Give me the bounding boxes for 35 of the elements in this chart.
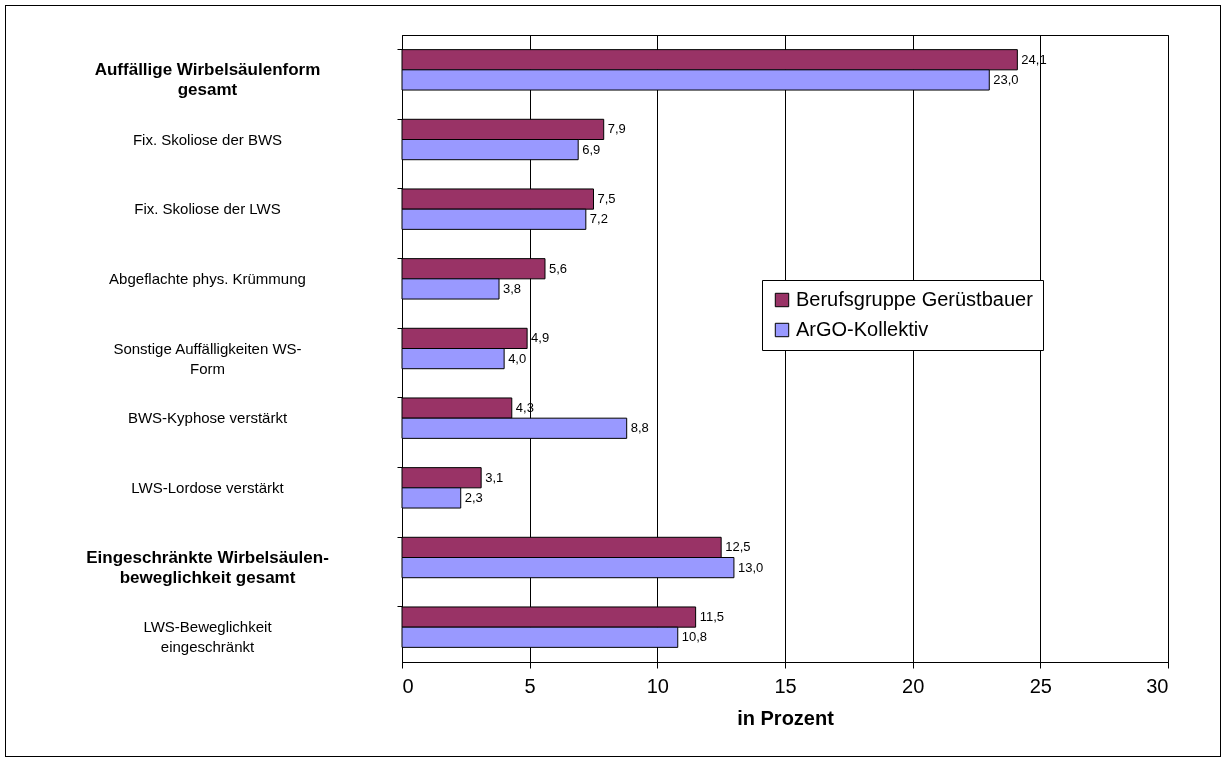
data-label: 10,8	[681, 629, 708, 645]
data-label: 3,1	[485, 469, 504, 485]
y-tick-label: BWS-Kyphose verstärkt	[127, 409, 288, 427]
x-tick-label: 25	[1029, 674, 1052, 697]
x-tick-label: 15	[774, 674, 797, 697]
legend-label: Berufsgruppe Gerüstbauer	[796, 288, 1034, 310]
data-label: 4,9	[531, 330, 550, 346]
y-tick-label: Fix. Skoliose der LWS	[134, 200, 281, 218]
x-tick-label: 0	[402, 674, 414, 697]
data-label: 5,6	[548, 260, 568, 276]
y-tick-label: Eingeschränkte Wirbelsäulen-beweglichkeit gesamt	[86, 547, 329, 587]
y-tick-label: LWS-Beweglichkeit eingeschränkt	[143, 618, 273, 656]
data-label: 8,8	[630, 420, 649, 436]
data-label: 23,0	[993, 71, 1019, 87]
x-tick-label: 30	[1146, 674, 1169, 697]
y-tick-label: Auffällige Wirbelsäulenform gesamt	[94, 59, 321, 99]
data-label: 2,3	[464, 489, 483, 505]
legend-label: ArGO-Kollektiv	[796, 318, 929, 340]
y-tick-label: LWS-Lordose verstärkt	[131, 478, 285, 496]
y-tick-label: Abgeflachte phys. Krümmung	[109, 269, 306, 287]
data-label: 7,2	[589, 211, 608, 227]
data-label: 13,0	[737, 559, 764, 575]
x-tick-label: 10	[646, 674, 669, 697]
data-label: 12,5	[725, 539, 751, 555]
data-label: 4,0	[508, 350, 527, 366]
data-label: 3,8	[503, 280, 522, 296]
x-tick-label: 20	[902, 674, 925, 697]
data-label: 7,5	[597, 191, 616, 207]
x-tick-label: 5	[524, 674, 536, 697]
x-axis-title: in Prozent	[737, 706, 835, 729]
data-label: 11,5	[699, 609, 724, 625]
y-tick-label: Sonstige Auffälligkeiten WS-Form	[113, 339, 302, 377]
data-label: 6,9	[582, 141, 601, 157]
y-tick-label: Fix. Skoliose der BWS	[132, 130, 283, 148]
data-label: 7,9	[607, 121, 626, 137]
